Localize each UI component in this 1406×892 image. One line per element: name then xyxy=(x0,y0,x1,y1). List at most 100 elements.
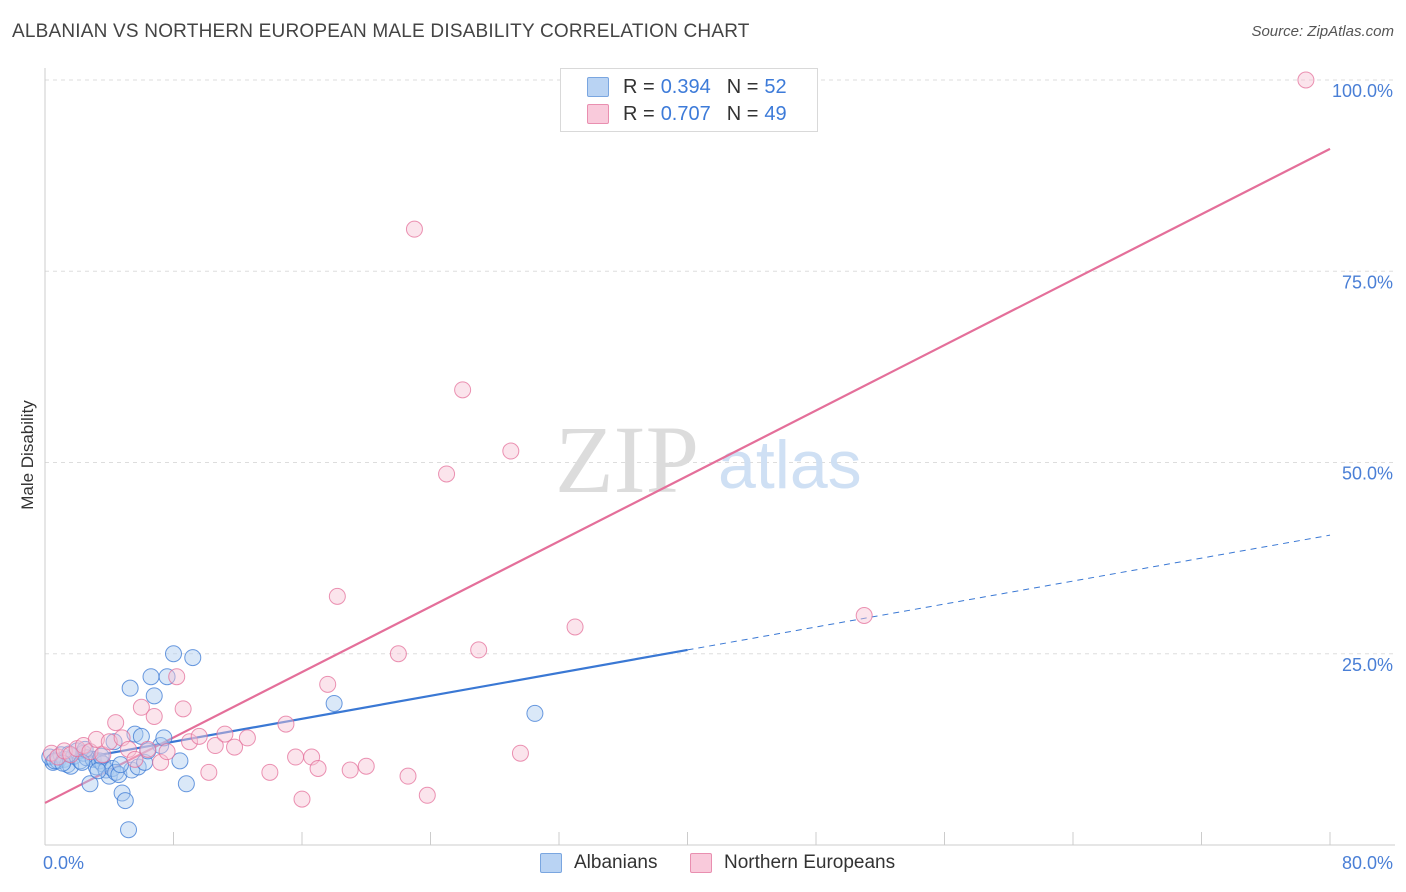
point-northern xyxy=(190,727,208,745)
point-northern xyxy=(238,729,256,747)
point-albanians xyxy=(116,792,134,810)
point-northern xyxy=(438,465,456,483)
legend-r-label: R = xyxy=(623,102,655,125)
point-northern xyxy=(293,790,311,808)
point-northern xyxy=(389,645,407,663)
stats-legend: R = 0.394 N = 52 R = 0.707 N = 49 xyxy=(560,68,818,132)
point-northern xyxy=(418,786,436,804)
point-albanians xyxy=(120,821,138,839)
point-northern xyxy=(405,220,423,238)
legend-label-albanians: Albanians xyxy=(574,852,658,873)
point-northern xyxy=(132,698,150,716)
point-northern xyxy=(511,744,529,762)
legend-r-value: 0.394 xyxy=(660,75,711,98)
point-northern xyxy=(341,761,359,779)
point-albanians xyxy=(526,704,544,722)
point-northern xyxy=(277,715,295,733)
y-tick-label: 50.0% xyxy=(1342,464,1393,484)
data-points xyxy=(41,71,1315,839)
point-northern xyxy=(1297,71,1315,89)
point-albanians xyxy=(89,762,107,780)
point-northern xyxy=(100,733,118,751)
tick-labels: 100.0% 75.0% 50.0% 25.0% 0.0% 80.0% xyxy=(43,81,1393,873)
y-tick-label: 75.0% xyxy=(1342,272,1393,292)
legend-n-label: N = xyxy=(726,75,759,98)
point-northern xyxy=(261,763,279,781)
point-albanians xyxy=(105,733,123,751)
point-albanians xyxy=(121,679,139,697)
point-albanians xyxy=(177,775,195,793)
point-northern xyxy=(454,381,472,399)
watermark-atlas: atlas xyxy=(718,427,862,503)
y-tick-label: 100.0% xyxy=(1332,81,1393,101)
point-northern xyxy=(107,714,125,732)
axes xyxy=(44,68,1395,846)
legend-swatch-northern xyxy=(587,104,609,124)
point-northern xyxy=(566,618,584,636)
point-northern xyxy=(206,737,224,755)
legend-swatch-albanians xyxy=(587,77,609,97)
point-northern xyxy=(62,746,80,764)
chart-title: ALBANIAN VS NORTHERN EUROPEAN MALE DISAB… xyxy=(12,21,750,42)
point-northern xyxy=(152,753,170,771)
point-northern xyxy=(174,700,192,718)
point-northern xyxy=(49,748,67,766)
point-northern xyxy=(181,733,199,751)
legend-row-northern: R = 0.707 N = 49 xyxy=(587,102,787,126)
legend-swatch-albanians xyxy=(540,853,562,873)
point-northern xyxy=(399,767,417,785)
point-northern xyxy=(319,675,337,693)
point-albanians xyxy=(165,645,182,663)
point-northern xyxy=(168,668,186,686)
legend-n-value: 52 xyxy=(764,75,787,98)
point-albanians xyxy=(81,775,99,793)
trend-line-albanians xyxy=(44,648,688,766)
x-tick-label: 0.0% xyxy=(43,853,84,873)
grid-lines xyxy=(45,79,1395,655)
point-albanians xyxy=(155,729,173,747)
point-northern xyxy=(120,740,138,758)
point-northern xyxy=(87,730,105,748)
series-legend: Albanians Northern Europeans xyxy=(0,852,1406,876)
point-northern xyxy=(855,607,873,624)
point-albanians xyxy=(184,649,202,667)
point-albanians xyxy=(126,725,144,743)
point-northern xyxy=(145,707,163,725)
point-albanians xyxy=(171,752,189,770)
point-northern xyxy=(502,442,520,460)
point-northern xyxy=(226,738,244,756)
point-albanians xyxy=(111,756,129,774)
point-northern xyxy=(126,750,144,768)
legend-item-albanians[interactable]: Albanians xyxy=(540,852,657,874)
point-albanians xyxy=(158,668,176,686)
legend-n-value: 49 xyxy=(764,102,787,125)
point-northern xyxy=(287,748,305,766)
legend-row-albanians: R = 0.394 N = 52 xyxy=(587,75,787,99)
point-northern xyxy=(139,740,157,758)
legend-r-value: 0.707 xyxy=(660,102,711,125)
legend-n-label: N = xyxy=(726,102,759,125)
point-northern xyxy=(328,587,346,605)
point-albanians xyxy=(145,687,163,705)
point-northern xyxy=(470,641,488,659)
point-northern xyxy=(158,743,176,761)
y-tick-label: 25.0% xyxy=(1342,655,1393,675)
point-northern xyxy=(357,757,375,775)
point-northern xyxy=(309,760,327,777)
source-credit: Source: ZipAtlas.com xyxy=(1251,23,1394,40)
trend-line-northern xyxy=(44,147,1331,804)
legend-r-label: R = xyxy=(623,75,655,98)
trend-line-albanians-extension xyxy=(687,534,1331,651)
trend-lines xyxy=(44,147,1331,804)
legend-swatch-northern xyxy=(690,853,712,873)
legend-label-northern: Northern Europeans xyxy=(724,852,896,873)
point-northern xyxy=(216,725,234,743)
point-northern xyxy=(200,763,218,781)
watermark-zip: ZIP xyxy=(555,406,699,513)
x-tick-label: 80.0% xyxy=(1342,853,1393,873)
point-albanians xyxy=(325,694,343,712)
watermark: ZIP atlas xyxy=(555,406,862,513)
legend-item-northern[interactable]: Northern Europeans xyxy=(690,852,895,874)
point-albanians xyxy=(142,668,160,686)
